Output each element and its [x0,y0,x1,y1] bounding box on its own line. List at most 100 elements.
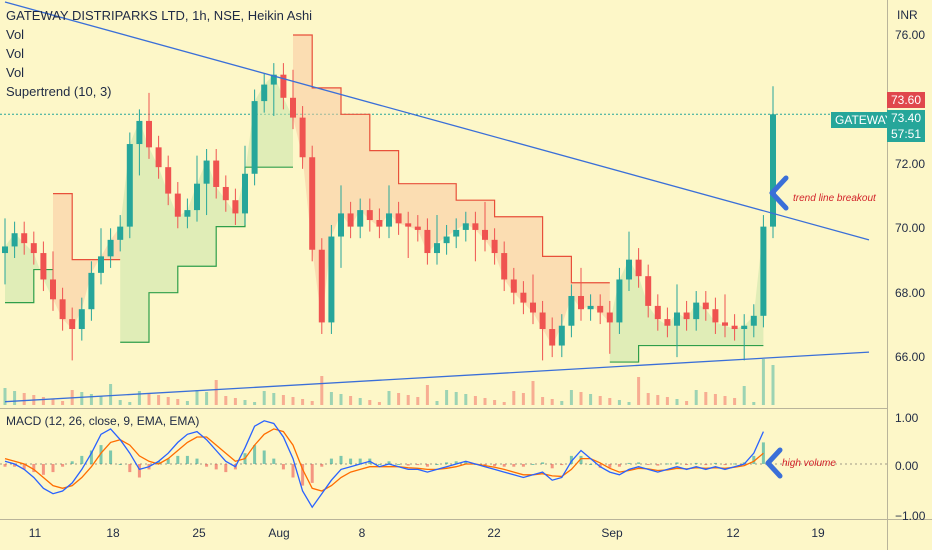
candle-body [347,213,354,227]
candle-body [376,220,383,227]
volume-bar [368,400,372,405]
volume-bar [22,393,26,405]
candle-body [501,253,508,280]
macd-histogram-bar [685,464,689,465]
macd-histogram-bar [157,461,161,464]
candle-body [155,147,162,168]
volume-bar [310,401,314,405]
x-tick-8: 8 [358,526,366,540]
macd-histogram-bar [329,458,333,464]
candle-body [194,183,200,211]
candle-body [539,312,546,330]
macd-line [4,420,764,509]
volume-bar [109,384,113,405]
volume-bar [176,399,180,405]
volume-bar [627,402,631,405]
macd-histogram-bar [608,464,612,468]
supertrend-fill-4 [609,226,764,363]
x-tick-aug: Aug [268,526,290,540]
x-tick-25: 25 [192,526,206,540]
volume-bar [41,397,45,405]
macd-histogram-bar [349,458,353,464]
volume-bar [569,390,573,405]
candle-body [453,229,460,237]
indicator-vol-2[interactable]: Vol [6,46,25,61]
macd-histogram-bar [205,464,209,467]
macd-histogram-bar [89,450,93,464]
candle-body [712,309,719,323]
volume-bar [253,402,257,405]
macd-histogram-bar [589,464,593,465]
candle-body [146,120,152,148]
volume-bar [99,396,103,405]
candle-body [338,213,344,237]
volume-bar [445,390,449,405]
macd-histogram-bar [406,464,410,466]
macd-histogram-bar [51,464,55,473]
volume-bar [157,395,161,405]
chart-legend: GATEWAY DISTRIPARKS LTD, 1h, NSE, Heikin… [6,6,312,101]
candle-body [11,233,18,247]
volume-bar [291,397,295,405]
volume-bar [329,392,333,405]
macd-histogram-bar [416,464,420,466]
x-tick-22: 22 [487,526,501,540]
indicator-vol-1[interactable]: Vol [6,27,25,42]
volume-bar [185,401,189,405]
macd-title[interactable]: MACD (12, 26, close, 9, EMA, EMA) [6,414,200,428]
y-tick-70: 70.00 [895,221,926,235]
macd-histogram-bar [550,464,554,469]
volume-bar [665,397,669,405]
volume-bar [541,397,545,405]
volume-bar [272,393,276,405]
candle-body [597,305,604,313]
candle-body [654,305,661,320]
volume-bar [608,398,612,405]
macd-histogram-bar [627,462,631,464]
candle-body [98,256,104,273]
volume-bar [80,392,84,405]
volume-bar [214,380,218,405]
candle-body [40,253,47,280]
volume-bar [617,400,621,405]
candle-body [2,246,8,254]
trend-line-lower [4,351,870,403]
candle-body [309,157,316,250]
candle-body [107,239,114,257]
chart-title[interactable]: GATEWAY DISTRIPARKS LTD, 1h, NSE, Heikin… [6,8,313,23]
time-axis-divider [0,519,932,520]
supertrend-line-4 [609,344,764,363]
volume-bar [349,396,353,405]
candle-body [213,160,220,187]
supertrend-line-3 [293,34,610,284]
volume-bar [761,359,765,405]
candle-body [405,223,412,227]
candle-body [414,226,421,230]
candle-body [626,259,632,280]
annotation-arrows [765,175,789,479]
candle-body [530,302,536,313]
symbol-badge[interactable]: GATEWAY [831,112,897,128]
macd-histogram-bar [454,461,458,464]
candle-body [280,74,287,98]
macd-histogram-bar [483,464,487,466]
candle-body [578,295,584,310]
volume-bar [147,393,151,405]
x-tick-18: 18 [106,526,120,540]
indicator-supertrend[interactable]: Supertrend (10, 3) [6,84,112,99]
price-badge-last: 73.40 [887,110,926,126]
indicator-vol-3[interactable]: Vol [6,65,25,80]
candle-body [59,299,66,320]
volume-bar [742,386,746,405]
candle-body [69,319,76,330]
volume-bar [3,388,7,405]
macd-histogram-bar [656,464,660,466]
candle-body [30,243,37,254]
macd-histogram-bar [752,455,756,464]
volume-bar [233,398,237,405]
volume-bar [224,396,228,405]
macd-histogram-bar [617,464,621,467]
macd-tick-1: 1.00 [895,411,919,425]
macd-histogram-bar [723,464,727,466]
